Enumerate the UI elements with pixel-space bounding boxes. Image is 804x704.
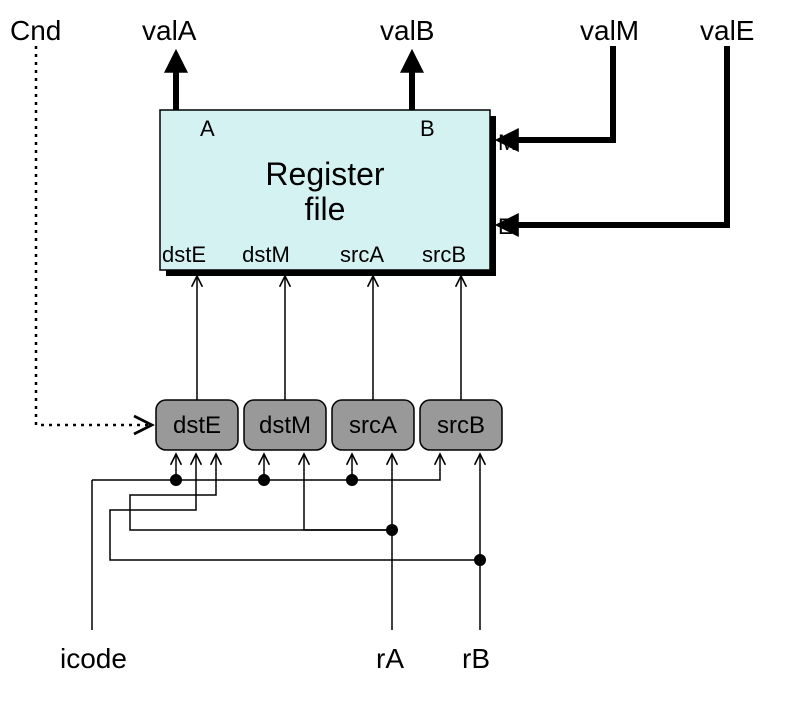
port-srcB: srcB (422, 242, 466, 267)
label-valE: valE (700, 15, 754, 46)
box-dstE-label: dstE (173, 412, 221, 439)
box-srcB: srcB (420, 400, 502, 450)
label-icode: icode (60, 643, 127, 674)
wire-cnd (36, 46, 152, 425)
regfile-title2: file (305, 191, 346, 227)
wire-rA-to-dstM (304, 454, 392, 530)
box-srcA-label: srcA (349, 412, 397, 439)
port-B: B (420, 116, 435, 141)
label-valB: valB (380, 15, 434, 46)
label-cnd: Cnd (10, 15, 61, 46)
box-dstM-label: dstM (259, 412, 311, 439)
port-srcA: srcA (340, 242, 384, 267)
register-file-diagram: Cnd valA valB valM valE Register file A … (0, 0, 804, 704)
wire-valM-in (502, 46, 613, 140)
regfile-title1: Register (265, 156, 385, 192)
wire-rB-to-dstE (110, 454, 480, 560)
box-srcB-label: srcB (437, 412, 485, 439)
box-dstM: dstM (244, 400, 326, 450)
box-srcA: srcA (332, 400, 414, 450)
port-A: A (200, 116, 215, 141)
port-dstM: dstM (242, 242, 290, 267)
label-valM: valM (580, 15, 639, 46)
port-dstE: dstE (162, 242, 206, 267)
port-E: E (498, 214, 513, 239)
label-valA: valA (142, 15, 197, 46)
port-M: M (498, 130, 516, 155)
label-rB: rB (462, 643, 490, 674)
label-rA: rA (376, 643, 404, 674)
box-dstE: dstE (156, 400, 238, 450)
wire-icode-to-srcB (352, 454, 440, 480)
